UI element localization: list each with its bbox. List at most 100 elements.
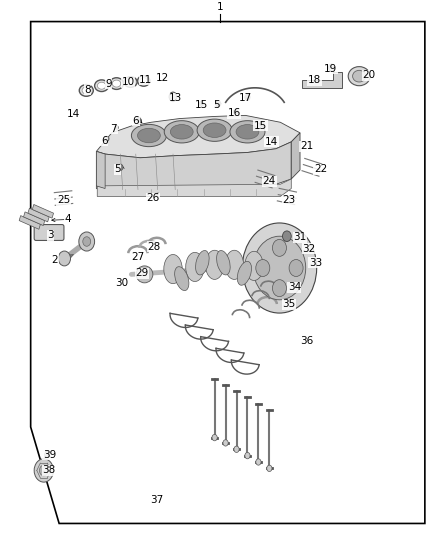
Text: 34: 34	[288, 282, 301, 292]
Text: 13: 13	[169, 93, 182, 103]
Polygon shape	[96, 151, 105, 189]
Circle shape	[58, 251, 71, 266]
Circle shape	[272, 137, 276, 142]
Ellipse shape	[138, 76, 150, 86]
Text: 19: 19	[324, 64, 337, 74]
Text: 2: 2	[51, 255, 58, 264]
Ellipse shape	[237, 261, 251, 285]
Circle shape	[242, 223, 317, 313]
Ellipse shape	[230, 120, 265, 143]
FancyBboxPatch shape	[34, 224, 64, 240]
Circle shape	[215, 101, 221, 107]
Circle shape	[83, 237, 91, 246]
Ellipse shape	[348, 67, 370, 86]
Text: 11: 11	[139, 75, 152, 85]
Circle shape	[267, 465, 272, 472]
Ellipse shape	[124, 77, 137, 87]
Polygon shape	[96, 115, 300, 158]
Text: 23: 23	[283, 195, 296, 205]
Text: 15: 15	[254, 121, 267, 131]
Ellipse shape	[138, 128, 160, 143]
Polygon shape	[24, 212, 45, 225]
Text: 5: 5	[114, 165, 121, 174]
Ellipse shape	[164, 254, 182, 284]
Text: 24: 24	[263, 176, 276, 186]
Text: 36: 36	[300, 336, 313, 346]
Circle shape	[234, 446, 239, 453]
Polygon shape	[96, 142, 291, 195]
Ellipse shape	[225, 251, 244, 279]
Text: 4: 4	[64, 214, 71, 224]
Ellipse shape	[82, 87, 91, 94]
Text: 37: 37	[150, 495, 163, 505]
Polygon shape	[97, 179, 291, 197]
Circle shape	[118, 164, 123, 171]
Text: 25: 25	[57, 195, 70, 205]
Circle shape	[169, 92, 177, 102]
Circle shape	[245, 453, 250, 459]
Text: 7: 7	[110, 124, 117, 134]
Text: 32: 32	[303, 244, 316, 254]
Circle shape	[223, 440, 228, 446]
Ellipse shape	[164, 120, 199, 143]
Text: 17: 17	[239, 93, 252, 103]
Text: 35: 35	[283, 299, 296, 309]
Ellipse shape	[205, 251, 224, 279]
Ellipse shape	[79, 85, 93, 96]
Text: 31: 31	[293, 232, 307, 243]
Ellipse shape	[256, 260, 270, 277]
Ellipse shape	[127, 79, 134, 85]
Circle shape	[136, 117, 141, 122]
Polygon shape	[302, 72, 342, 88]
Circle shape	[233, 109, 238, 114]
Text: 6: 6	[132, 116, 139, 126]
Circle shape	[105, 136, 109, 141]
Ellipse shape	[197, 119, 232, 141]
Circle shape	[245, 94, 250, 101]
Polygon shape	[32, 205, 53, 218]
Text: 14: 14	[67, 109, 80, 119]
Ellipse shape	[170, 125, 193, 139]
Circle shape	[45, 451, 50, 458]
Text: 15: 15	[195, 100, 208, 110]
Circle shape	[34, 459, 53, 482]
Polygon shape	[291, 133, 300, 179]
Ellipse shape	[97, 82, 106, 89]
Text: 8: 8	[84, 85, 91, 95]
Circle shape	[253, 236, 306, 300]
Ellipse shape	[353, 70, 366, 82]
Ellipse shape	[112, 80, 121, 87]
Circle shape	[283, 231, 291, 241]
Circle shape	[79, 232, 95, 251]
Circle shape	[212, 434, 217, 441]
Ellipse shape	[195, 251, 209, 275]
Text: 27: 27	[131, 253, 145, 262]
Ellipse shape	[272, 280, 286, 297]
Text: 10: 10	[121, 77, 134, 87]
Ellipse shape	[131, 124, 166, 147]
Ellipse shape	[272, 239, 286, 256]
Circle shape	[39, 465, 48, 476]
Ellipse shape	[236, 125, 259, 139]
Polygon shape	[19, 215, 40, 229]
Text: 6: 6	[101, 136, 108, 146]
Text: 39: 39	[43, 449, 56, 459]
Text: 9: 9	[105, 78, 112, 88]
Ellipse shape	[245, 252, 263, 280]
Ellipse shape	[95, 80, 109, 92]
Ellipse shape	[110, 78, 124, 90]
Text: 12: 12	[155, 73, 169, 83]
Text: 26: 26	[147, 193, 160, 203]
Text: 29: 29	[136, 268, 149, 278]
Ellipse shape	[136, 266, 153, 283]
Text: 1: 1	[217, 2, 224, 12]
Text: 38: 38	[42, 465, 56, 475]
Text: 3: 3	[47, 230, 54, 240]
Ellipse shape	[140, 78, 147, 84]
Ellipse shape	[289, 260, 303, 277]
Text: 21: 21	[300, 141, 313, 151]
Circle shape	[328, 64, 335, 71]
Text: 30: 30	[115, 278, 128, 288]
Text: 20: 20	[362, 70, 375, 80]
Circle shape	[260, 121, 264, 126]
